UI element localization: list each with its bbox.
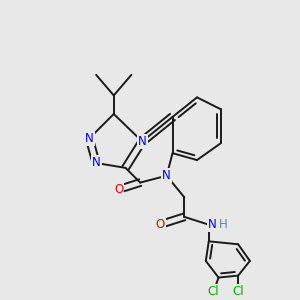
Text: N: N bbox=[208, 218, 217, 231]
Text: H: H bbox=[219, 218, 227, 231]
Text: N: N bbox=[138, 135, 146, 148]
Text: N: N bbox=[162, 169, 171, 182]
Text: N: N bbox=[92, 157, 100, 169]
Text: O: O bbox=[114, 183, 123, 196]
Text: Cl: Cl bbox=[232, 285, 244, 298]
Text: O: O bbox=[155, 218, 164, 231]
Text: N: N bbox=[85, 132, 94, 145]
Text: Cl: Cl bbox=[208, 285, 220, 298]
